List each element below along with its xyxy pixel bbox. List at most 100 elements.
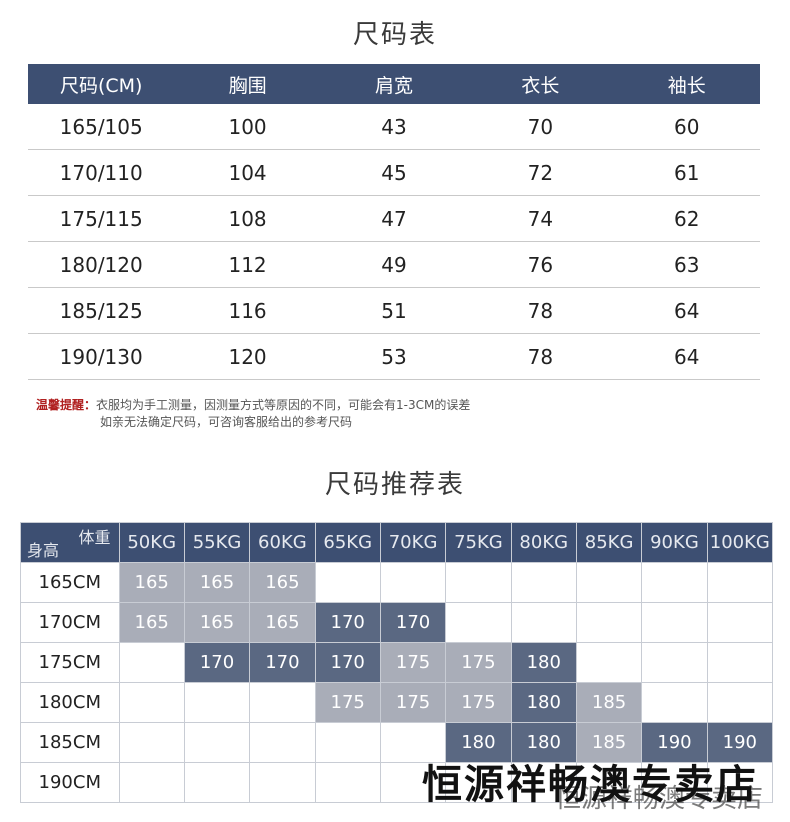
recommend-cell (445, 602, 512, 643)
size-cell-shoulder: 53 (320, 333, 468, 380)
size-cell-shoulder: 47 (320, 195, 468, 242)
recommend-cell: 175 (445, 642, 512, 683)
note-lead: 温馨提醒： (36, 398, 97, 412)
size-cell-sleeve: 63 (613, 241, 760, 288)
size-row: 175/115 108 47 74 62 (28, 195, 760, 242)
weight-header: 55KG (183, 522, 251, 563)
recommend-cell (706, 682, 774, 723)
size-cell-size: 190/130 (28, 333, 175, 380)
recommend-row: 165CM 165 165 165 (20, 562, 774, 603)
size-row: 180/120 112 49 76 63 (28, 241, 760, 288)
recommend-cell: 180 (510, 682, 577, 723)
size-row: 190/130 120 53 78 64 (28, 333, 760, 380)
size-cell-length: 78 (467, 333, 614, 380)
corner-weight-label: 体重 (78, 528, 111, 547)
weight-header: 75KG (445, 522, 512, 563)
recommend-cell: 180 (445, 722, 512, 763)
recommend-cell: 170 (183, 642, 251, 683)
recommend-cell (183, 722, 251, 763)
size-row: 165/105 100 43 70 60 (28, 104, 760, 150)
size-cell-sleeve: 62 (613, 195, 760, 242)
recommend-row: 190CM (20, 762, 774, 803)
recommend-cell (249, 722, 316, 763)
size-cell-length: 72 (467, 149, 614, 196)
col-header-sleeve: 袖长 (613, 64, 760, 104)
weight-header: 90KG (641, 522, 708, 563)
corner-cell: 体重 身高 (20, 522, 120, 563)
recommend-cell: 185 (575, 722, 643, 763)
col-header-shoulder: 肩宽 (320, 64, 468, 104)
weight-header: 50KG (118, 522, 185, 563)
recommend-cell (641, 602, 708, 643)
recommend-cell (575, 562, 643, 603)
size-cell-length: 78 (467, 287, 614, 334)
recommend-cell: 165 (249, 602, 316, 643)
size-cell-chest: 104 (174, 149, 321, 196)
recommend-cell (641, 642, 708, 683)
height-label: 185CM (20, 722, 120, 763)
recommend-cell (249, 682, 316, 723)
recommend-cell (183, 762, 251, 803)
recommend-cell: 175 (314, 682, 381, 723)
size-cell-sleeve: 64 (613, 333, 760, 380)
recommend-row: 170CM 165 165 165 170 170 (20, 602, 774, 643)
recommend-cell (706, 762, 774, 803)
recommend-cell: 165 (118, 562, 185, 603)
weight-header: 60KG (249, 522, 316, 563)
recommend-cell: 175 (379, 682, 447, 723)
size-cell-shoulder: 49 (320, 241, 468, 288)
recommend-cell (379, 722, 447, 763)
watermark-shadow: 恒源祥畅澳专卖店 (555, 784, 764, 814)
recommend-cell (314, 562, 381, 603)
note-line2: 如亲无法确定尺码，可咨询客服给出的参考尺码 (100, 415, 353, 429)
size-cell-chest: 100 (174, 104, 321, 150)
size-cell-size: 180/120 (28, 241, 175, 288)
recommend-cell (183, 682, 251, 723)
size-cell-chest: 116 (174, 287, 321, 334)
weight-header: 85KG (575, 522, 643, 563)
size-row: 185/125 116 51 78 64 (28, 287, 760, 334)
recommend-cell (314, 762, 381, 803)
size-cell-sleeve: 61 (613, 149, 760, 196)
recommend-cell (118, 642, 185, 683)
recommend-cell (706, 642, 774, 683)
size-cell-size: 175/115 (28, 195, 175, 242)
recommend-cell (118, 762, 185, 803)
size-cell-chest: 120 (174, 333, 321, 380)
recommend-cell: 170 (379, 602, 447, 643)
col-header-length: 衣长 (467, 64, 614, 104)
size-cell-chest: 112 (174, 241, 321, 288)
recommend-cell: 165 (249, 562, 316, 603)
recommend-cell: 170 (314, 602, 381, 643)
height-label: 190CM (20, 762, 120, 803)
recommend-cell (641, 562, 708, 603)
recommend-cell (510, 602, 577, 643)
recommend-row: 185CM 180 180 185 190 190 (20, 722, 774, 763)
recommend-cell (314, 722, 381, 763)
size-cell-chest: 108 (174, 195, 321, 242)
recommend-cell (706, 602, 774, 643)
recommend-cell (575, 602, 643, 643)
size-cell-shoulder: 43 (320, 104, 468, 150)
weight-header: 80KG (510, 522, 577, 563)
recommend-cell (510, 562, 577, 603)
size-cell-size: 165/105 (28, 104, 175, 150)
weight-header: 70KG (379, 522, 447, 563)
size-cell-shoulder: 45 (320, 149, 468, 196)
note-line1: 衣服均为手工测量，因测量方式等原因的不同，可能会有1-3CM的误差 (96, 398, 471, 412)
recommend-cell (118, 722, 185, 763)
size-table: 尺码(CM) 胸围 肩宽 衣长 袖长 165/105 100 43 70 60 170/1… (28, 64, 760, 380)
size-table-header-row: 尺码(CM) 胸围 肩宽 衣长 袖长 (28, 64, 760, 104)
size-row: 170/110 104 45 72 61 (28, 149, 760, 196)
recommend-cell: 165 (183, 602, 251, 643)
recommend-cell (510, 762, 577, 803)
recommend-cell: 175 (445, 682, 512, 723)
recommend-cell: 175 (379, 642, 447, 683)
weight-header: 100KG (706, 522, 774, 563)
corner-height-label: 身高 (27, 541, 60, 560)
recommend-cell (641, 762, 708, 803)
recommend-cell: 170 (249, 642, 316, 683)
size-cell-sleeve: 64 (613, 287, 760, 334)
recommend-header-row: 体重 身高 50KG 55KG 60KG 65KG 70KG 75KG 80KG 85KG 90… (20, 522, 774, 563)
recommend-cell: 185 (575, 682, 643, 723)
